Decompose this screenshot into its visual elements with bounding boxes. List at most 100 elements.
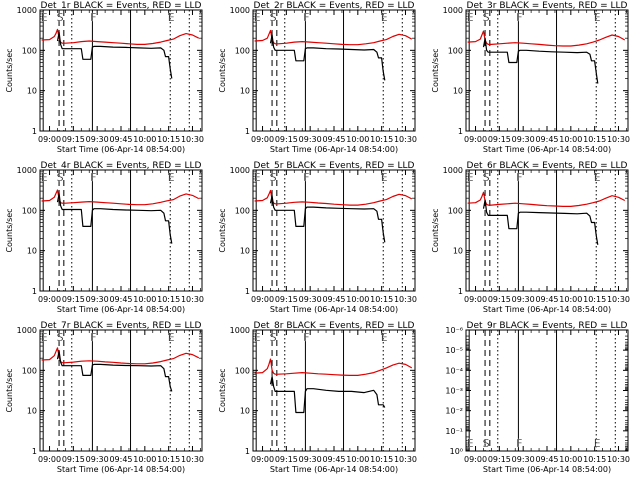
event-marker-label: S bbox=[483, 437, 490, 450]
y-tick-label: 1 bbox=[32, 287, 37, 296]
x-tick-label: 09:00 bbox=[38, 295, 61, 304]
event-marker-label: S bbox=[483, 171, 490, 184]
x-tick-label: 09:30 bbox=[512, 295, 535, 304]
panel-title: Det_6r BLACK = Events, RED = LLD bbox=[467, 161, 628, 171]
y-tick-label: 1 bbox=[458, 127, 463, 136]
x-tick-label: 10:15 bbox=[583, 455, 606, 464]
y-tick-label: 10⁰ bbox=[450, 447, 463, 456]
y-tick-label: 10⁻¹ bbox=[445, 427, 463, 436]
y-axis-label: Counts/sec bbox=[218, 208, 227, 252]
y-tick-label: 100 bbox=[235, 46, 250, 55]
event-marker-label: F bbox=[303, 331, 309, 344]
y-tick-label: 10⁻² bbox=[445, 407, 463, 416]
x-axis-label: Start Time (06-Apr-14 08:54:00) bbox=[483, 305, 611, 314]
lld-series-line bbox=[254, 358, 413, 376]
x-tick-label: 09:30 bbox=[86, 295, 109, 304]
x-tick-label: 10:15 bbox=[370, 295, 393, 304]
x-tick-label: 09:30 bbox=[512, 135, 535, 144]
y-tick-label: 100 bbox=[235, 366, 250, 375]
x-tick-label: 09:30 bbox=[86, 135, 109, 144]
x-tick-label: 10:15 bbox=[370, 135, 393, 144]
event-marker-label: F bbox=[303, 11, 309, 24]
event-marker-label: F bbox=[90, 331, 96, 344]
y-tick-label: 1 bbox=[245, 447, 250, 456]
y-tick-label: 1000 bbox=[230, 326, 250, 335]
y-tick-label: 100 bbox=[448, 46, 463, 55]
x-tick-label: 09:00 bbox=[464, 295, 487, 304]
x-tick-label: 10:15 bbox=[157, 455, 180, 464]
event-marker-label: F bbox=[90, 171, 96, 184]
x-tick-label: 10:30 bbox=[394, 295, 417, 304]
x-tick-label: 09:45 bbox=[109, 455, 132, 464]
x-tick-label: 09:00 bbox=[38, 135, 61, 144]
y-axis-label: Counts/sec bbox=[5, 368, 14, 412]
event-marker-label: F bbox=[90, 11, 96, 24]
y-axis-label: Counts/sec bbox=[218, 368, 227, 412]
y-tick-label: 10⁻⁵ bbox=[445, 346, 463, 355]
y-tick-label: 100 bbox=[22, 206, 37, 215]
event-marker-label: E bbox=[381, 171, 388, 184]
x-tick-label: 10:00 bbox=[346, 455, 369, 464]
event-marker-label: S bbox=[57, 171, 64, 184]
x-tick-label: 09:30 bbox=[86, 455, 109, 464]
x-tick-label: 10:15 bbox=[157, 135, 180, 144]
x-tick-label: 10:30 bbox=[181, 295, 204, 304]
event-marker-label: E bbox=[467, 171, 474, 184]
x-tick-label: 09:15 bbox=[275, 455, 298, 464]
x-tick-label: 10:00 bbox=[559, 295, 582, 304]
x-axis-label: Start Time (06-Apr-14 08:54:00) bbox=[270, 145, 398, 154]
x-axis-label: Start Time (06-Apr-14 08:54:00) bbox=[57, 465, 185, 474]
x-tick-label: 09:15 bbox=[62, 455, 85, 464]
event-marker-label: E bbox=[41, 171, 48, 184]
y-tick-label: 100 bbox=[235, 206, 250, 215]
event-marker-label: E bbox=[594, 11, 601, 24]
y-tick-label: 100 bbox=[22, 366, 37, 375]
lld-series-line bbox=[41, 28, 200, 46]
x-axis-label: Start Time (06-Apr-14 08:54:00) bbox=[483, 145, 611, 154]
x-axis-label: Start Time (06-Apr-14 08:54:00) bbox=[270, 305, 398, 314]
y-tick-label: 1 bbox=[32, 447, 37, 456]
y-tick-label: 1000 bbox=[230, 6, 250, 15]
y-tick-label: 10 bbox=[27, 247, 37, 256]
y-tick-label: 10 bbox=[453, 87, 463, 96]
event-marker-label: E bbox=[41, 11, 48, 24]
event-marker-label: S bbox=[57, 11, 64, 24]
x-tick-label: 09:15 bbox=[488, 295, 511, 304]
x-tick-label: 09:15 bbox=[62, 135, 85, 144]
x-tick-label: 09:30 bbox=[512, 455, 535, 464]
y-axis-label: Counts/sec bbox=[431, 208, 440, 252]
x-tick-label: 09:30 bbox=[299, 295, 322, 304]
event-marker-label: E bbox=[467, 11, 474, 24]
events-series-line bbox=[482, 199, 599, 245]
y-tick-label: 1 bbox=[32, 127, 37, 136]
x-tick-label: 10:00 bbox=[133, 455, 156, 464]
event-marker-label: E bbox=[168, 171, 175, 184]
x-tick-label: 10:30 bbox=[607, 455, 630, 464]
event-marker-label: S bbox=[270, 171, 277, 184]
y-axis-label: Counts/sec bbox=[5, 48, 14, 92]
y-tick-label: 1000 bbox=[17, 6, 37, 15]
x-axis-label: Start Time (06-Apr-14 08:54:00) bbox=[57, 145, 185, 154]
events-series-line bbox=[56, 350, 173, 392]
lld-series-line bbox=[254, 29, 413, 46]
x-axis-label: Start Time (06-Apr-14 08:54:00) bbox=[57, 305, 185, 314]
lld-series-line bbox=[467, 30, 626, 47]
x-tick-label: 09:00 bbox=[251, 135, 274, 144]
event-marker-label: S bbox=[483, 11, 490, 24]
events-series-line bbox=[482, 37, 599, 84]
lld-series-line bbox=[41, 347, 200, 365]
x-tick-label: 09:15 bbox=[488, 455, 511, 464]
events-series-line bbox=[56, 193, 173, 244]
x-tick-label: 09:45 bbox=[535, 455, 558, 464]
events-series-line bbox=[269, 195, 386, 243]
x-tick-label: 10:15 bbox=[157, 295, 180, 304]
y-tick-label: 1000 bbox=[443, 6, 463, 15]
y-tick-label: 10 bbox=[453, 247, 463, 256]
x-tick-label: 09:15 bbox=[62, 295, 85, 304]
event-marker-label: F bbox=[516, 171, 522, 184]
x-tick-label: 10:15 bbox=[583, 295, 606, 304]
y-tick-label: 1000 bbox=[17, 326, 37, 335]
x-tick-label: 09:15 bbox=[275, 135, 298, 144]
panel-title: Det_7r BLACK = Events, RED = LLD bbox=[41, 321, 202, 331]
